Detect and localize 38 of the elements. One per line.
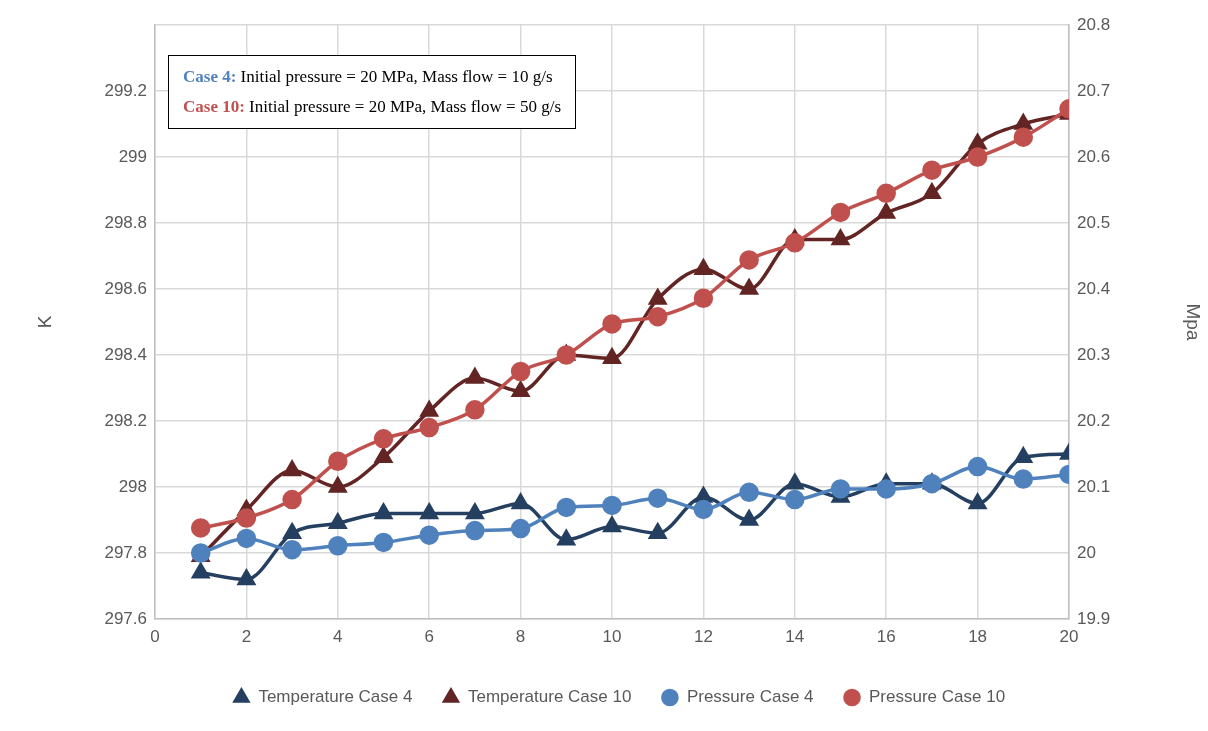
y-axis-title: K xyxy=(33,315,55,329)
x-tick-label: 16 xyxy=(876,626,896,646)
y2-tick-label: 20.7 xyxy=(1077,80,1111,100)
y2-tick-label: 20.4 xyxy=(1077,278,1111,298)
y2-tick-label: 20.5 xyxy=(1077,212,1111,232)
x-tick-label: 8 xyxy=(515,626,526,646)
legend-label: Temperature Case 4 xyxy=(258,687,413,707)
y-tick-label: 298.8 xyxy=(104,212,147,232)
y-tick-label: 299 xyxy=(118,146,147,166)
x-tick-label: 10 xyxy=(602,626,622,646)
y-tick-label: 298.2 xyxy=(104,410,147,430)
y2-tick-label: 20.8 xyxy=(1077,14,1111,34)
y2-tick-label: 20 xyxy=(1077,542,1096,562)
y-tick-label: 298.6 xyxy=(104,278,147,298)
x-tick-label: 12 xyxy=(693,626,713,646)
y-tick-label: 299.2 xyxy=(104,80,147,100)
x-tick-label: 4 xyxy=(333,626,343,646)
y-tick-label: 297.6 xyxy=(104,608,147,628)
y2-tick-label: 20.6 xyxy=(1077,146,1111,166)
y2-tick-label: 20.2 xyxy=(1077,410,1111,430)
x-tick-label: 0 xyxy=(150,626,160,646)
x-tick-label: 6 xyxy=(424,626,434,646)
x-tick-label: 14 xyxy=(785,626,805,646)
x-tick-label: 20 xyxy=(1059,626,1079,646)
legend-label: Pressure Case 4 xyxy=(686,687,814,707)
x-tick-label: 2 xyxy=(241,626,252,646)
legend-label: Pressure Case 10 xyxy=(869,687,1006,707)
y-tick-label: 298 xyxy=(118,476,147,496)
annotation: Case 4: Initial pressure = 20 MPa, Mass flow = 10 g/s xyxy=(183,66,554,88)
y2-tick-label: 20.1 xyxy=(1077,476,1111,496)
y2-axis-title: Mpa xyxy=(1183,303,1205,341)
legend-label: Temperature Case 10 xyxy=(467,687,632,707)
y2-tick-label: 19.9 xyxy=(1077,608,1111,628)
y2-tick-label: 20.3 xyxy=(1077,344,1111,364)
x-tick-label: 18 xyxy=(968,626,988,646)
y-tick-label: 298.4 xyxy=(104,344,147,364)
annotation: Case 10: Initial pressure = 20 MPa, Mass flow = 50 g/s xyxy=(183,96,562,118)
y-tick-label: 297.8 xyxy=(104,542,147,562)
